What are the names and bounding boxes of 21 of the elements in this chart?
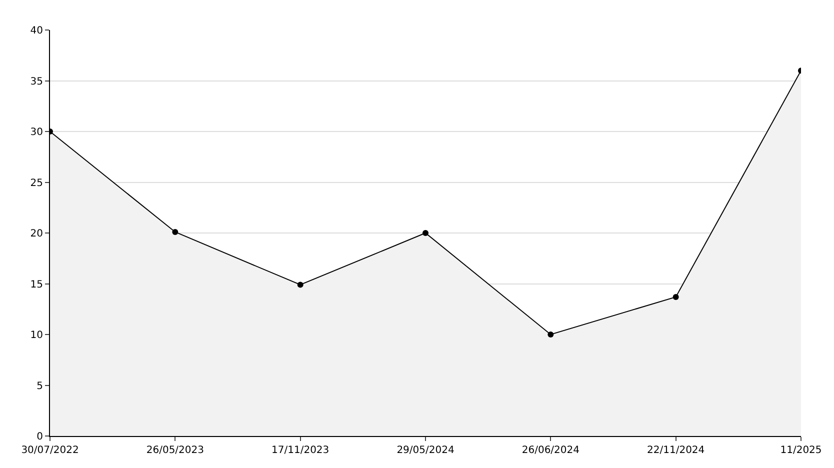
point bbox=[172, 228, 178, 235]
y-tick-label: 20 bbox=[30, 228, 43, 240]
y-tick-label: 40 bbox=[30, 26, 43, 36]
y-tick-label: 0 bbox=[36, 432, 43, 442]
y-tick-label: 5 bbox=[36, 380, 43, 392]
x-tick-label: 17/11/2023 bbox=[272, 445, 330, 456]
y-tick-label: 25 bbox=[30, 178, 43, 189]
point bbox=[548, 332, 554, 338]
y-tick-label: 30 bbox=[30, 127, 43, 138]
x-tick-label: 26/06/2024 bbox=[522, 445, 580, 456]
x-tick-label: 26/05/2023 bbox=[146, 445, 204, 456]
point bbox=[422, 230, 428, 236]
x-tick-label: 29/05/2024 bbox=[396, 445, 454, 456]
point bbox=[672, 294, 679, 300]
x-tick-label: 22/11/2024 bbox=[647, 445, 705, 456]
x-tick-label: 11/2025 bbox=[780, 445, 822, 456]
point bbox=[297, 282, 304, 288]
y-tick-label: 35 bbox=[30, 76, 43, 88]
x-tick-label: 30/07/2022 bbox=[21, 445, 79, 456]
y-tick-label: 15 bbox=[30, 279, 43, 290]
y-tick-label: 10 bbox=[30, 330, 43, 341]
